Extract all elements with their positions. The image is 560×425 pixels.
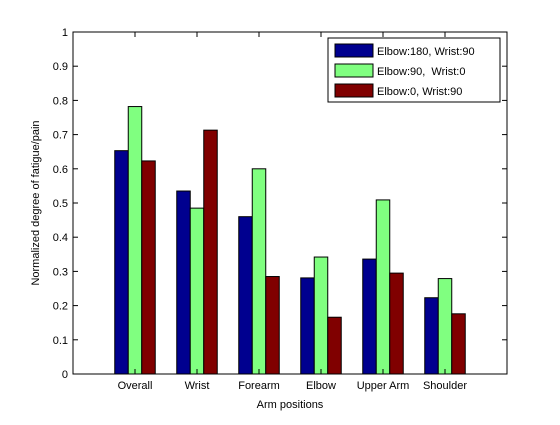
y-tick-label: 0.7 bbox=[53, 130, 68, 142]
bar bbox=[141, 160, 156, 375]
legend-label: Elbow:0, Wrist:90 bbox=[377, 86, 462, 98]
x-tick-label: Forearm bbox=[238, 380, 280, 392]
y-tick-label: 0 bbox=[62, 369, 68, 381]
bar bbox=[251, 168, 267, 375]
legend-label: Elbow:90, Wrist:0 bbox=[377, 66, 465, 78]
bar bbox=[127, 106, 143, 375]
bar bbox=[327, 316, 342, 375]
x-tick-label: Upper Arm bbox=[357, 380, 410, 392]
y-tick-label: 0.2 bbox=[53, 301, 68, 313]
bar bbox=[238, 216, 253, 375]
y-tick-label: 0.9 bbox=[53, 61, 68, 73]
x-tick-label: Shoulder bbox=[423, 380, 467, 392]
y-tick-label: 0.8 bbox=[53, 95, 68, 107]
bar bbox=[114, 150, 129, 375]
y-tick-label: 0.6 bbox=[53, 164, 68, 176]
bars-layer bbox=[114, 106, 466, 375]
legend-label: Elbow:180, Wrist:90 bbox=[377, 46, 475, 58]
y-tick-label: 0.3 bbox=[53, 266, 68, 278]
bar bbox=[389, 272, 404, 375]
y-tick-label: 0.1 bbox=[53, 335, 68, 347]
legend-swatch bbox=[334, 83, 374, 98]
x-tick-label: Elbow bbox=[306, 380, 336, 392]
bar bbox=[265, 276, 280, 375]
y-axis-label: Normalized degree of fatigue/pain bbox=[30, 120, 42, 285]
bar bbox=[176, 190, 191, 375]
bar bbox=[437, 278, 453, 375]
x-tick-label: Overall bbox=[118, 380, 153, 392]
legend: Elbow:180, Wrist:90 Elbow:90, Wrist:0 Elbo… bbox=[327, 37, 501, 103]
ticks-layer: 0 0.1 0.2 0.3 0.4 0.5 0.6 0.7 0.8 0.9 1 Overall Wris… bbox=[53, 27, 507, 392]
bar bbox=[300, 277, 315, 375]
y-tick-label: 0.5 bbox=[53, 198, 68, 210]
bar bbox=[375, 199, 391, 375]
bar bbox=[424, 297, 439, 375]
y-tick-label: 1 bbox=[62, 27, 68, 39]
bar bbox=[362, 258, 377, 375]
legend-swatch bbox=[334, 43, 374, 58]
x-axis-label: Arm positions bbox=[257, 399, 324, 411]
bar bbox=[451, 313, 466, 375]
x-tick-label: Wrist bbox=[185, 380, 210, 392]
legend-swatch bbox=[334, 63, 374, 78]
bar bbox=[313, 256, 329, 375]
bar bbox=[203, 129, 218, 375]
y-tick-label: 0.4 bbox=[53, 232, 68, 244]
bar bbox=[189, 207, 205, 375]
